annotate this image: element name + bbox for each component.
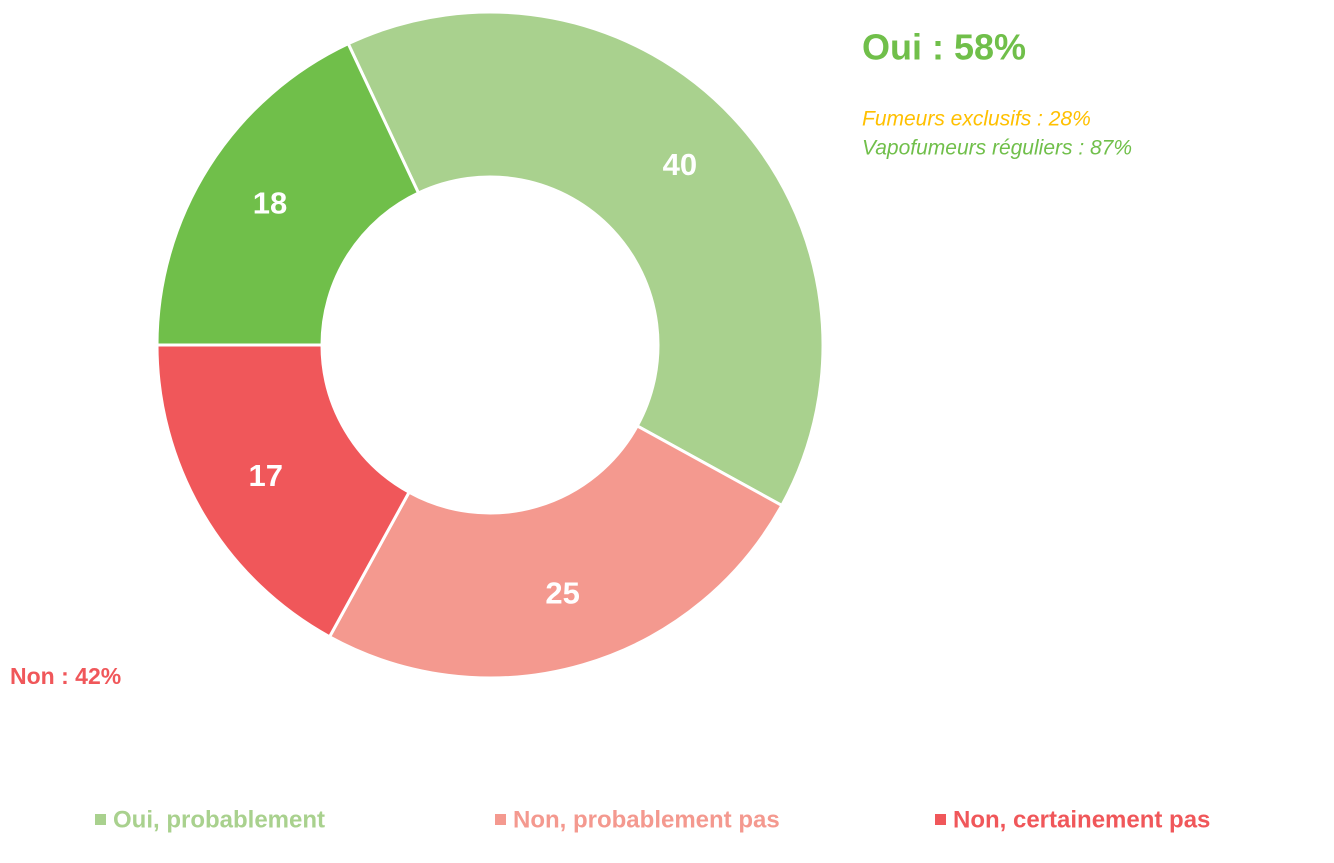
data-label: 40 bbox=[663, 147, 697, 182]
annotation: Vapofumeurs réguliers : 87% bbox=[862, 137, 1132, 160]
donut-segment bbox=[327, 423, 784, 680]
annotation: Oui : 58% bbox=[862, 27, 1026, 68]
legend-swatch bbox=[495, 814, 506, 825]
data-label: 18 bbox=[253, 186, 287, 221]
donut-segment bbox=[155, 343, 412, 639]
annotation: Fumeurs exclusifs : 28% bbox=[862, 108, 1091, 131]
donut-segment bbox=[155, 41, 421, 347]
legend-label: Oui, probablement bbox=[113, 806, 325, 833]
data-label: 25 bbox=[545, 575, 579, 610]
data-label: 17 bbox=[249, 458, 283, 493]
annotation: Non : 42% bbox=[10, 663, 121, 689]
legend-label: Non, certainement pas bbox=[953, 806, 1210, 833]
donut-segment bbox=[346, 10, 825, 508]
legend-swatch bbox=[935, 814, 946, 825]
legend-swatch bbox=[95, 814, 106, 825]
legend-label: Non, probablement pas bbox=[513, 806, 780, 833]
